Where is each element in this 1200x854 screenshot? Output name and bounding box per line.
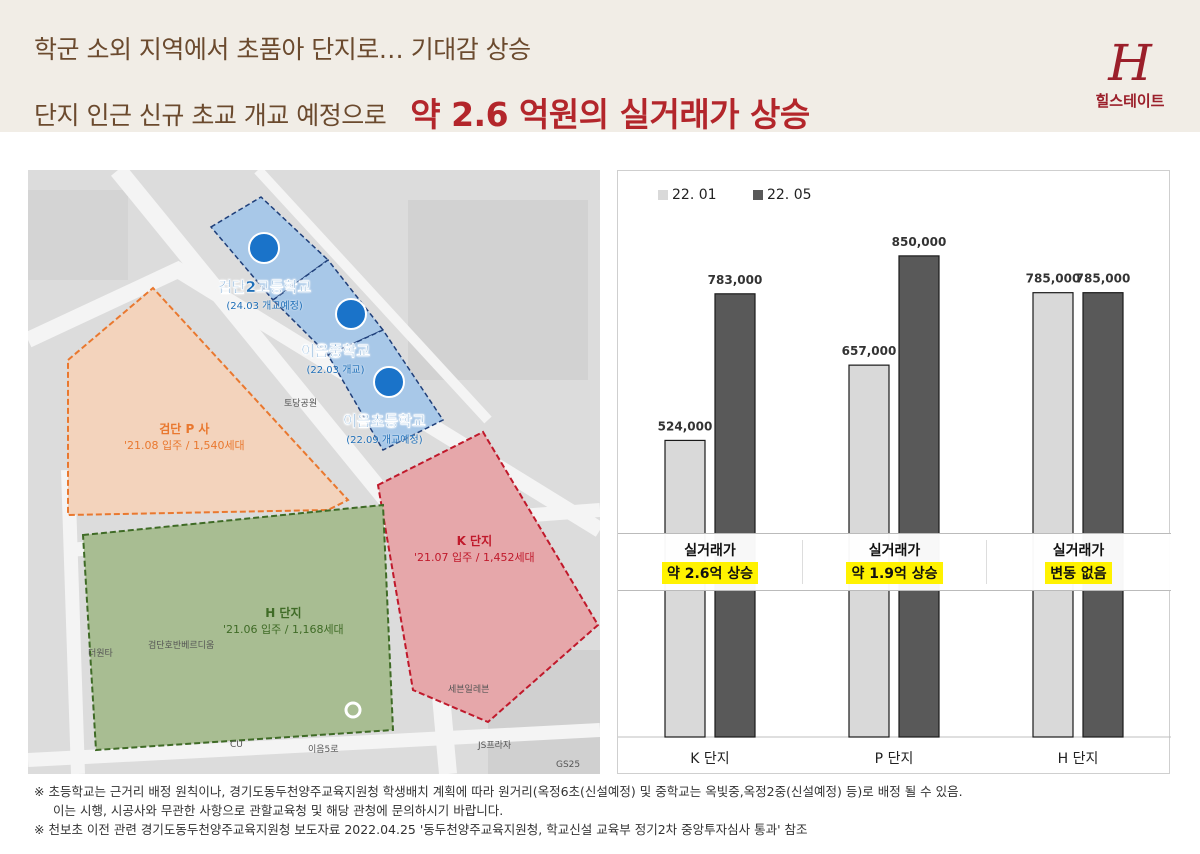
legend-item: 22. 05 bbox=[752, 187, 812, 203]
logo-text: 힐스테이트 bbox=[1095, 92, 1165, 110]
data-label: 785,000 bbox=[1026, 272, 1081, 286]
zone-label-h: H 단지 '21.06 입주 / 1,168세대 bbox=[223, 604, 344, 637]
school-name: 이음초등학교 bbox=[343, 412, 426, 430]
headline-line-1: 학군 소외 지역에서 초품아 단지로… 기대감 상승 bbox=[34, 35, 531, 64]
map-poi: CU bbox=[230, 740, 243, 750]
school-name: 검단2고등학교 bbox=[218, 278, 312, 296]
zone-info: '21.08 입주 / 1,540세대 bbox=[124, 439, 245, 452]
bar-jan bbox=[1032, 292, 1074, 738]
school-name: 이음중학교 bbox=[301, 342, 371, 360]
school-icon bbox=[248, 232, 280, 264]
footnote: 이는 시행, 시공사와 무관한 사항으로 관할교육청 및 해당 관청에 문의하시… bbox=[53, 803, 504, 818]
price-change-note: 실거래가 변동 없음 bbox=[986, 540, 1170, 584]
x-tick-label: H 단지 bbox=[1058, 751, 1099, 767]
note-value: 약 2.6억 상승 bbox=[661, 562, 759, 584]
map-poi: 검단호반베르디움 bbox=[148, 641, 215, 651]
data-label: 657,000 bbox=[842, 344, 897, 358]
legend-swatch bbox=[658, 190, 668, 200]
price-change-note: 실거래가 약 1.9억 상승 bbox=[802, 540, 986, 584]
data-label: 850,000 bbox=[892, 235, 947, 249]
brand-logo: H 힐스테이트 bbox=[1090, 36, 1170, 122]
bar-may bbox=[714, 293, 756, 738]
school-icon bbox=[335, 298, 367, 330]
headline-emphasis: 약 2.6 억원의 실거래가 상승 bbox=[410, 95, 810, 134]
legend-label: 22. 05 bbox=[766, 187, 812, 203]
note-title: 실거래가 bbox=[868, 543, 921, 559]
note-value: 약 1.9억 상승 bbox=[846, 562, 943, 584]
zone-info: '21.06 입주 / 1,168세대 bbox=[223, 623, 344, 636]
zone-name: K 단지 bbox=[456, 534, 493, 548]
data-label: 785,000 bbox=[1076, 272, 1131, 286]
area-map: 검단2고등학교 (24.03 개교예정) 이음중학교 (22.03 개교) 이음… bbox=[28, 170, 600, 774]
price-chart: 22. 01 22. 05 524,000 783,000 K 단지 657,000 8… bbox=[617, 170, 1171, 774]
chart-legend: 22. 01 22. 05 bbox=[658, 187, 844, 204]
legend-item: 22. 01 bbox=[658, 187, 717, 203]
data-label: 783,000 bbox=[708, 273, 763, 287]
headline-line-2: 단지 인근 신규 초교 개교 예정으로 약 2.6 억원의 실거래가 상승 bbox=[34, 86, 810, 134]
footnotes: ※ 초등학교는 근거리 배정 원칙이나, 경기도동두천양주교육지원청 학생배치 … bbox=[34, 782, 1174, 839]
map-poi: 토당공원 bbox=[284, 399, 318, 409]
footnote: ※ 천보초 이전 관련 경기도동두천양주교육지원청 보도자료 2022.04.2… bbox=[34, 822, 808, 837]
zone-name: H 단지 bbox=[265, 606, 302, 620]
legend-swatch bbox=[752, 190, 763, 200]
zone-label-p: 검단 P 사 '21.08 입주 / 1,540세대 bbox=[124, 420, 245, 453]
footnote: ※ 초등학교는 근거리 배정 원칙이나, 경기도동두천양주교육지원청 학생배치 … bbox=[34, 784, 963, 799]
bar-may bbox=[1082, 292, 1124, 738]
data-label: 524,000 bbox=[658, 419, 713, 433]
school-note: (22.09 개교예정) bbox=[346, 435, 423, 446]
header-banner: 학군 소외 지역에서 초품아 단지로… 기대감 상승 단지 인근 신규 초교 개… bbox=[0, 0, 1200, 134]
map-graphics bbox=[28, 170, 600, 774]
map-poi: GS25 bbox=[556, 760, 581, 770]
school-note: (24.03 개교예정) bbox=[226, 301, 303, 312]
legend-label: 22. 01 bbox=[672, 187, 717, 203]
note-value: 변동 없음 bbox=[1045, 562, 1112, 584]
note-title: 실거래가 bbox=[1052, 543, 1105, 559]
x-tick-label: P 단지 bbox=[875, 751, 914, 767]
school-label-middle: 이음중학교 (22.03 개교) bbox=[301, 340, 370, 376]
map-poi: 세븐일레븐 bbox=[448, 685, 490, 695]
logo-mark: H bbox=[1108, 34, 1152, 92]
zone-name: 검단 P 사 bbox=[159, 422, 210, 436]
note-title: 실거래가 bbox=[684, 543, 736, 559]
school-icon bbox=[373, 366, 405, 398]
x-tick-label: K 단지 bbox=[690, 751, 729, 767]
zone-label-k: K 단지 '21.07 입주 / 1,452세대 bbox=[414, 532, 535, 565]
map-poi: 이음5로 bbox=[308, 745, 339, 755]
map-poi: JS프라자 bbox=[478, 741, 512, 751]
map-poi: 더원타 bbox=[88, 649, 113, 659]
school-note: (22.03 개교) bbox=[306, 365, 365, 376]
school-label-elementary: 이음초등학교 (22.09 개교예정) bbox=[343, 410, 426, 446]
price-change-band: 실거래가 약 2.6억 상승 실거래가 약 1.9억 상승 실거래가 변동 없음 bbox=[618, 533, 1171, 591]
bar-may bbox=[898, 255, 940, 738]
bar-plot: 524,000 783,000 K 단지 657,000 850,000 P 단지 785,… bbox=[618, 235, 1171, 767]
school-label-high: 검단2고등학교 (24.03 개교예정) bbox=[218, 276, 312, 312]
zone-info: '21.07 입주 / 1,452세대 bbox=[414, 551, 535, 564]
headline-prefix: 단지 인근 신규 초교 개교 예정으로 bbox=[34, 101, 387, 130]
price-change-note: 실거래가 약 2.6억 상승 bbox=[618, 540, 802, 584]
